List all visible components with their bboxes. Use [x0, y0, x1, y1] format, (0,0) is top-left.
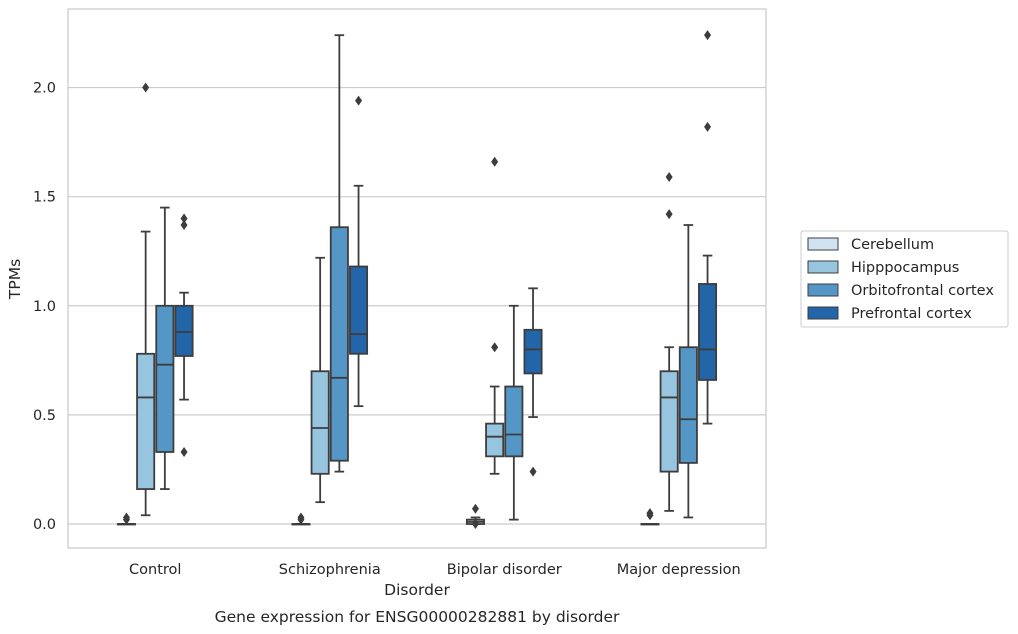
y-tick-label: 1.5: [33, 190, 56, 206]
box-iqr: [349, 265, 369, 355]
y-tick-label: 2.0: [33, 81, 56, 97]
x-axis-label: Disorder: [384, 581, 450, 599]
legend-swatch: [807, 260, 839, 274]
box-iqr: [698, 283, 718, 381]
legend-item: Prefrontal cortex: [807, 306, 972, 322]
outlier-point: [704, 121, 712, 132]
series-cerebellum: [116, 503, 660, 529]
outlier-point: [471, 518, 479, 529]
box-iqr: [329, 226, 349, 462]
outlier-point: [297, 512, 305, 523]
outlier-point: [665, 209, 673, 220]
box-iqr: [678, 346, 698, 464]
y-tick-label: 0.0: [33, 517, 56, 533]
y-axis-ticks: 0.0 0.5 1.0 1.5 2.0: [33, 81, 56, 533]
chart-title: Gene expression for ENSG00000282881 by d…: [215, 608, 620, 626]
outlier-point: [471, 503, 479, 514]
y-tick-label: 1.0: [33, 299, 56, 315]
plot-area-frame: [67, 8, 767, 549]
box-plot: [310, 256, 330, 504]
box-iqr: [523, 328, 543, 375]
legend-label: Cerebellum: [851, 237, 934, 253]
outlier-point: [180, 220, 188, 231]
outlier-point: [704, 30, 712, 41]
series-hipppocampus: [136, 82, 679, 517]
box-plot: [291, 512, 311, 526]
x-tick-label: Major depression: [617, 562, 741, 578]
x-tick-label: Bipolar disorder: [447, 562, 562, 578]
box-iqr: [659, 370, 679, 473]
outlier-point: [122, 512, 130, 523]
legend-label: Prefrontal cortex: [851, 306, 972, 322]
legend-item: Cerebellum: [807, 237, 934, 253]
legend-label: Orbitofrontal cortex: [851, 283, 994, 299]
box-plot: [329, 34, 349, 473]
box-plot: [465, 503, 485, 529]
outlier-point: [529, 466, 537, 477]
legend-item: Hipppocampus: [807, 260, 959, 276]
outlier-point: [180, 213, 188, 224]
box-plot: [659, 172, 679, 512]
box-plot: [504, 304, 524, 521]
outlier-point: [665, 172, 673, 183]
box-plot: [155, 206, 175, 490]
outlier-point: [142, 82, 150, 93]
legend-frame: [800, 230, 1009, 328]
outlier-point: [491, 342, 499, 353]
box-series: [116, 30, 718, 529]
outlier-point: [180, 446, 188, 457]
legend-swatch: [807, 306, 839, 320]
x-axis-ticks: Control Schizophrenia Bipolar disorder Majo…: [129, 562, 741, 578]
box-plot: [678, 224, 698, 519]
box-plot: [485, 156, 505, 475]
y-tick-label: 0.5: [33, 408, 56, 424]
legend: Cerebellum Hipppocampus Orbitofrontal cort…: [800, 230, 1009, 328]
box-iqr: [174, 304, 194, 357]
y-axis-label: TPMs: [6, 259, 24, 300]
outlier-point: [646, 508, 654, 519]
legend-swatch: [807, 283, 839, 297]
x-tick-label: Control: [129, 562, 181, 578]
box-plot: [523, 287, 543, 477]
outlier-point: [491, 156, 499, 167]
legend-swatch: [807, 237, 839, 251]
legend-label: Hipppocampus: [851, 260, 959, 276]
box-plot: [174, 213, 194, 457]
box-iqr: [155, 304, 175, 453]
legend-item: Orbitofrontal cortex: [807, 283, 994, 299]
series-orbitofrontal-cortex: [155, 34, 698, 521]
box-iqr: [136, 352, 156, 490]
box-plot: [349, 95, 369, 408]
box-iqr: [485, 422, 505, 458]
box-plot: [698, 30, 718, 425]
box-plot: [116, 512, 136, 526]
box-iqr: [310, 370, 330, 475]
outlier-point: [355, 95, 363, 106]
series-prefrontal-cortex: [174, 30, 718, 477]
box-plot: [640, 508, 660, 526]
x-tick-label: Schizophrenia: [279, 562, 381, 578]
box-iqr: [504, 385, 524, 458]
box-plot: [136, 82, 156, 517]
